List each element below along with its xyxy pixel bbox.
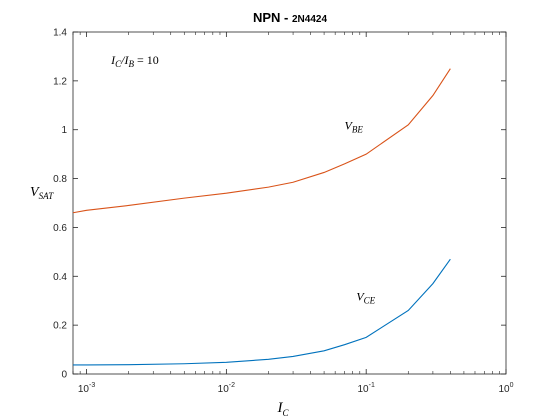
x-tick-label: 10-2 xyxy=(218,382,235,395)
x-tick-label: 10-1 xyxy=(358,382,375,395)
series-label-be: VBE xyxy=(345,119,364,135)
series-label-ce: VCE xyxy=(356,290,375,306)
y-tick-label: 0.2 xyxy=(53,321,67,332)
y-tick-label: 0 xyxy=(61,370,67,381)
y-tick-label: 0.6 xyxy=(53,223,67,234)
chart-title: NPN - 2N4424 xyxy=(253,10,327,25)
series-labels: VBE VCE xyxy=(345,119,376,306)
series-line-ce xyxy=(73,258,451,366)
y-axis-ticks: 0 0.2 0.4 0.6 0.8 1 1.2 1.4 xyxy=(53,28,506,381)
series-line-be xyxy=(72,68,451,214)
y-axis-label: VSAT xyxy=(30,185,54,201)
y-tick-label: 0.8 xyxy=(53,174,67,185)
y-tick-label: 1 xyxy=(61,125,67,136)
x-tick-label: 100 xyxy=(498,382,513,395)
series-lines xyxy=(72,68,451,366)
ratio-annotation: IC/IB = 10 xyxy=(110,53,159,69)
x-axis-label: IC xyxy=(276,400,289,418)
y-tick-label: 0.4 xyxy=(53,272,67,283)
x-tick-label: 10-3 xyxy=(78,382,95,395)
x-axis-ticks: 10-3 10-2 10-1 100 xyxy=(72,32,514,395)
y-tick-label: 1.4 xyxy=(53,28,67,39)
y-tick-label: 1.2 xyxy=(53,76,67,87)
